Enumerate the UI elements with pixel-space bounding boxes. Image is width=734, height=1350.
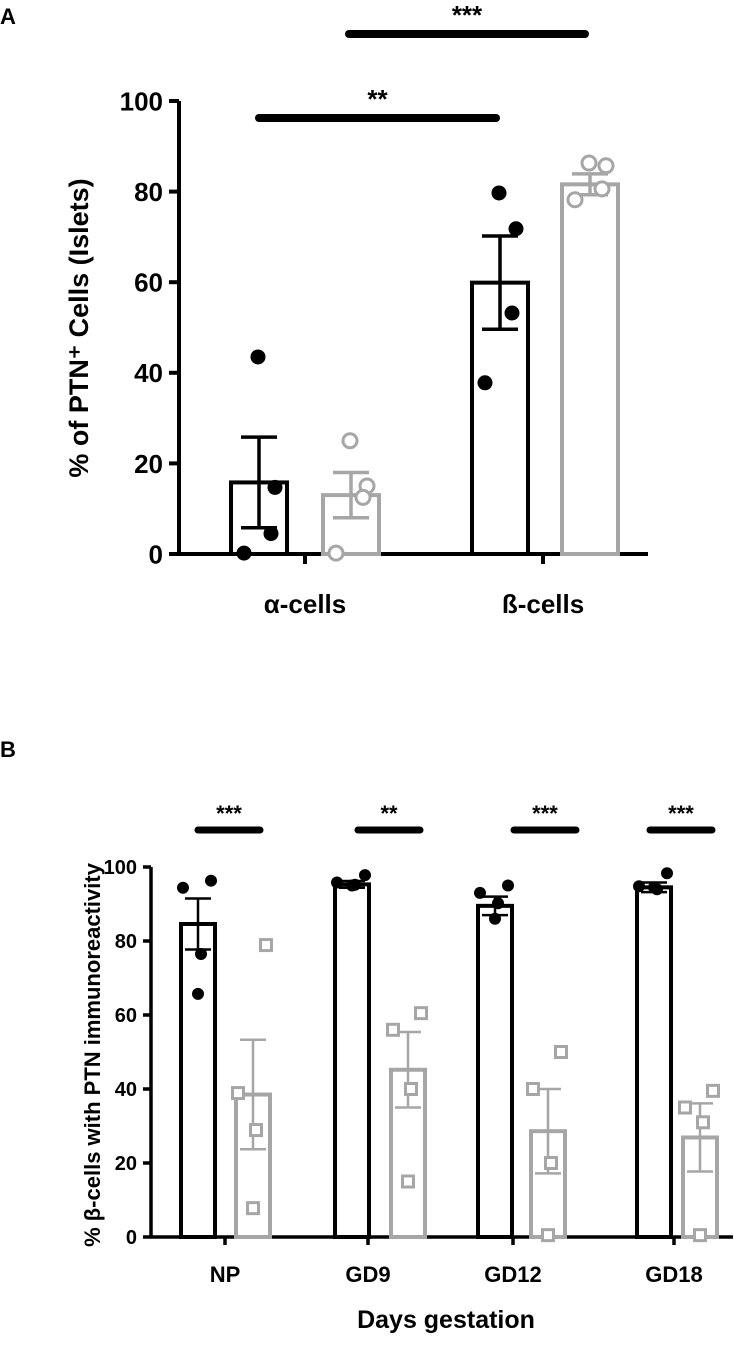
y-tick-label: 0 [126,1227,137,1249]
y-tick-label: 100 [104,857,137,879]
x-tick-label: GD12 [484,1262,541,1287]
bar [179,921,217,1239]
data-point [249,1123,263,1138]
bar [476,903,514,1239]
panel-a-letter: A [0,4,16,29]
data-point [580,154,598,172]
y-tick-label: 100 [120,86,163,116]
data-point [354,488,372,506]
data-point [474,886,486,899]
data-point [246,1201,260,1216]
data-point [648,881,660,894]
data-point [693,1228,707,1243]
y-tick-label: 80 [134,177,163,207]
data-point [491,185,507,201]
x-tick-label: NP [210,1262,241,1287]
data-point [263,526,279,542]
data-point [404,1082,418,1096]
data-point [177,881,189,894]
data-point [477,375,493,391]
y-tick-label: 40 [134,358,163,388]
data-point [250,349,266,365]
panel-a-y-axis-label: % of PTN⁺ Cells (Islets) [64,178,94,477]
panel-b-marks: *** ** *** *** [177,801,720,1243]
panel-b-x-axis-label: Days gestation [357,1306,535,1334]
data-point [195,947,207,960]
panel-b-letter: B [0,737,16,762]
data-point [341,432,359,450]
data-point [502,879,514,892]
data-point [526,1082,540,1096]
panel-a: A % of PTN⁺ Cells (Islets) 0 20 40 60 80 100 α… [0,0,648,619]
data-point [267,479,283,495]
y-tick-label: 20 [134,449,163,479]
data-point [331,876,343,889]
data-point [597,157,615,175]
x-tick-label: GD9 [345,1262,390,1287]
data-point [414,1006,428,1021]
y-tick-label: 40 [115,1079,137,1101]
data-point [489,912,501,925]
panel-a-axes: 0 20 40 60 80 100 α-cells ß-cells [120,86,648,619]
data-point [401,1174,415,1189]
x-tick-label: GD18 [645,1262,702,1287]
data-point [706,1083,720,1098]
x-tick-label: α-cells [264,589,346,619]
data-point [259,938,273,953]
y-tick-label: 60 [134,268,163,298]
data-point [386,1022,400,1037]
data-point [346,879,358,892]
y-tick-label: 60 [115,1005,137,1027]
data-point [359,869,371,882]
significance-label: *** [452,0,483,30]
y-tick-label: 0 [149,539,163,569]
data-point [231,1086,245,1101]
bar [333,882,371,1239]
significance-label: *** [668,801,694,826]
y-tick-label: 20 [115,1153,137,1175]
data-point [504,305,520,321]
data-point [327,544,345,562]
data-point [492,897,504,910]
data-point [696,1115,710,1130]
panel-b: B % β-cells with PTN immunoreactivity Da… [0,737,733,1334]
y-tick-label: 80 [115,931,137,953]
panel-b-y-axis-label: % β-cells with PTN immunoreactivity [80,862,105,1247]
significance-label: *** [216,801,242,826]
data-point [593,180,611,198]
x-tick-label: ß-cells [502,589,584,619]
significance-label: ** [367,84,388,114]
data-point [633,880,645,893]
bar [560,182,620,557]
data-point [678,1100,692,1115]
data-point [661,867,673,880]
data-point [544,1156,558,1170]
data-point [508,221,524,237]
significance-label: *** [532,801,558,826]
significance-label: ** [380,801,398,826]
panel-a-marks: ***** [229,0,620,562]
data-point [566,191,584,209]
data-point [205,874,217,887]
data-point [541,1228,555,1243]
bar [635,885,673,1239]
data-point [554,1045,568,1059]
data-point [236,545,252,561]
data-point [192,987,204,1000]
